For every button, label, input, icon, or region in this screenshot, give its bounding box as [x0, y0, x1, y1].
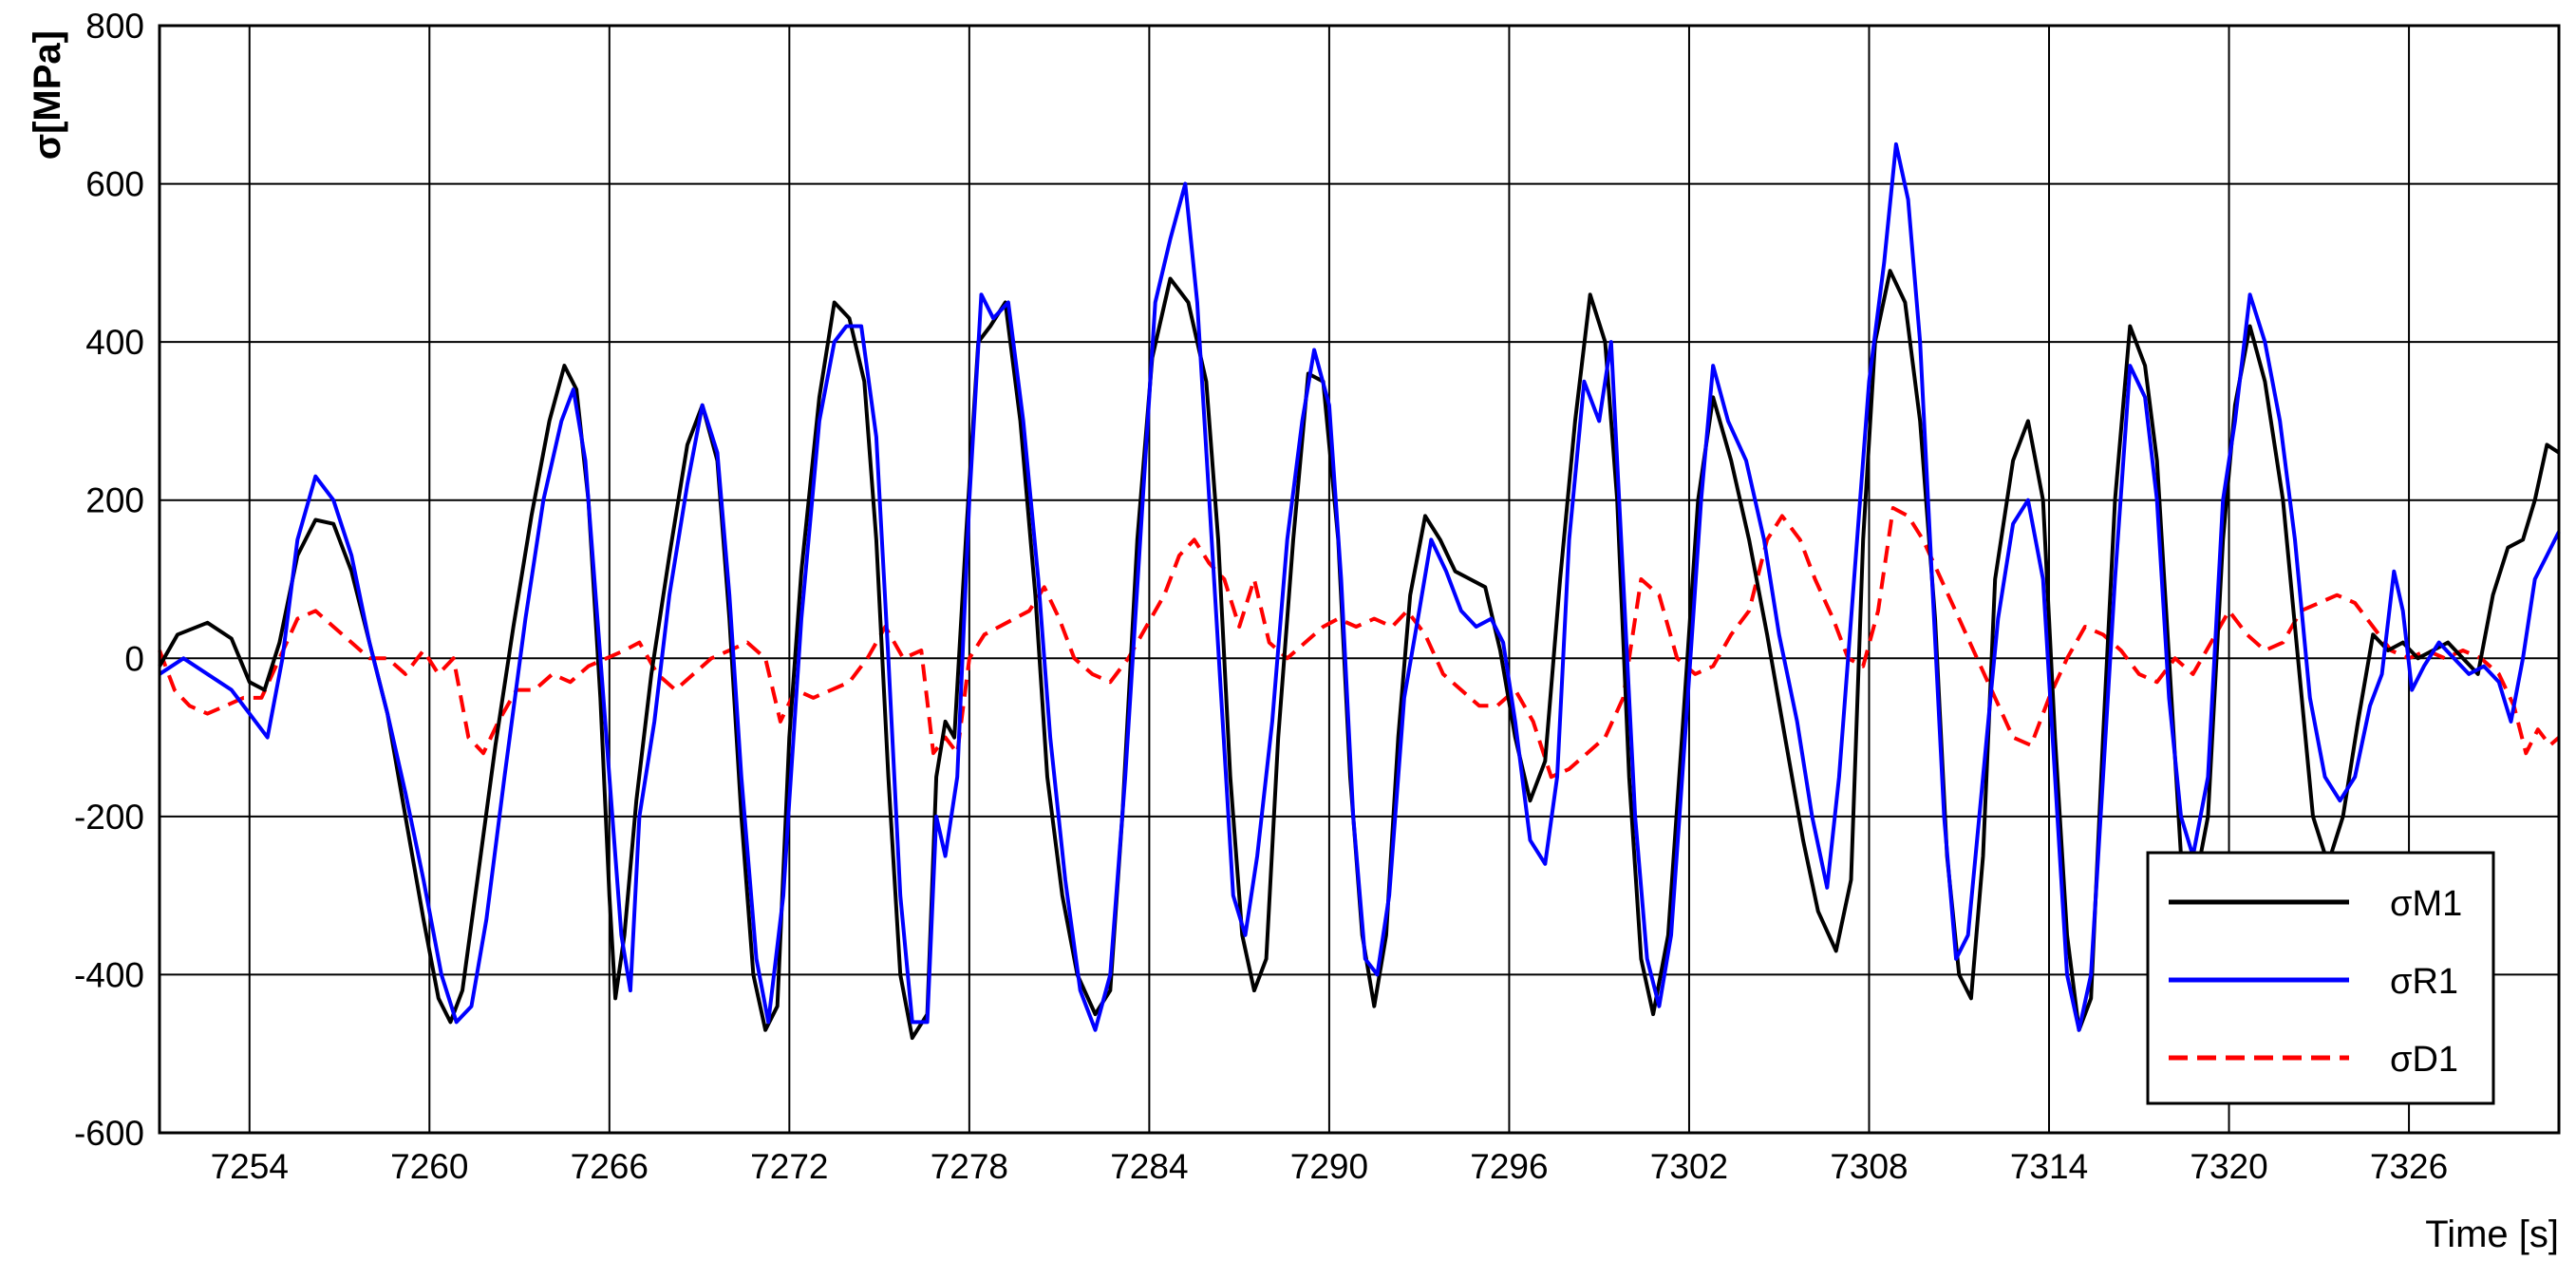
legend-label: σR1: [2390, 962, 2458, 1002]
y-tick-label: -200: [74, 798, 144, 837]
x-tick-label: 7308: [1830, 1147, 1908, 1186]
x-tick-label: 7320: [2190, 1147, 2267, 1186]
y-tick-label: 800: [85, 7, 144, 46]
y-tick-label: 200: [85, 481, 144, 520]
x-axis-title: Time [s]: [2425, 1214, 2559, 1255]
legend-label: σD1: [2390, 1040, 2458, 1080]
y-tick-label: 0: [124, 639, 144, 678]
legend: σM1 σR1 σD1: [2148, 853, 2493, 1103]
x-tick-label: 7290: [1290, 1147, 1368, 1186]
x-tick-label: 7326: [2370, 1147, 2448, 1186]
x-tick-labels: 7254 7260 7266 7272 7278 7284 7290 7296 7302 7308…: [211, 1147, 2449, 1186]
y-axis-title: σ[MPa]: [27, 30, 68, 160]
y-tick-label: 600: [85, 165, 144, 204]
x-tick-label: 7266: [571, 1147, 649, 1186]
x-tick-label: 7254: [211, 1147, 289, 1186]
y-tick-label: -600: [74, 1114, 144, 1153]
x-tick-label: 7296: [1470, 1147, 1548, 1186]
x-tick-label: 7272: [750, 1147, 828, 1186]
x-tick-label: 7284: [1110, 1147, 1188, 1186]
series-line-d1: [160, 508, 2559, 777]
x-tick-label: 7278: [931, 1147, 1008, 1186]
y-tick-label: -400: [74, 955, 144, 994]
y-tick-label: 400: [85, 323, 144, 362]
x-tick-label: 7314: [2010, 1147, 2088, 1186]
x-tick-label: 7260: [390, 1147, 468, 1186]
x-tick-label: 7302: [1650, 1147, 1728, 1186]
y-tick-labels: -600 -400 -200 0 200 400 600 800: [74, 7, 144, 1153]
legend-label: σM1: [2390, 884, 2462, 924]
